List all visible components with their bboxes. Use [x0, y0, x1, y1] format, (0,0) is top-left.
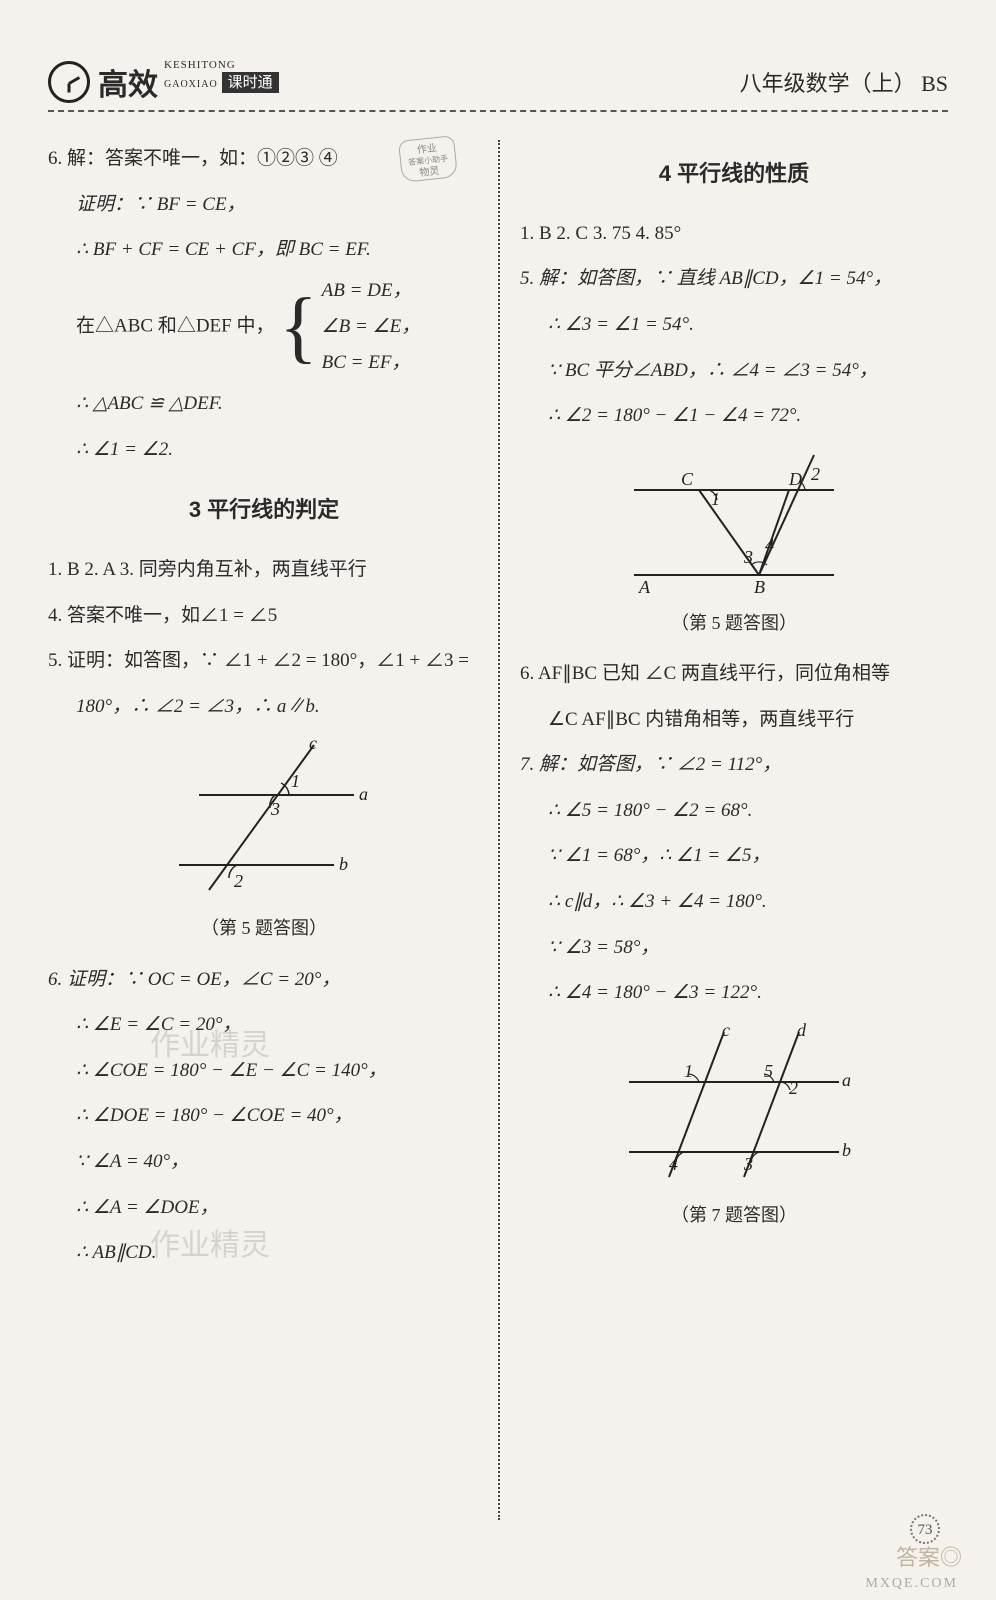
s3-q6-l1: 6. 证明：∵ OC = OE，∠C = 20°，	[48, 957, 480, 1003]
q6-l3: 在△ABC 和△DEF 中， { AB = DE， ∠B = ∠E， BC = …	[48, 273, 480, 381]
s4-q5-l3: ∵ BC 平分∠ABD，∴ ∠4 = ∠3 = 54°，	[520, 348, 948, 394]
q6-l5: ∴ ∠1 = ∠2.	[48, 427, 480, 473]
svg-text:2: 2	[789, 1078, 798, 1098]
s4-l1: 1. B 2. C 3. 75 4. 85°	[520, 211, 948, 257]
s3-l3: 5. 证明：如答图，∵ ∠1 + ∠2 = 180°，∠1 + ∠3 =	[48, 638, 480, 684]
corner-url: MXQE.COM	[865, 1576, 958, 1592]
right-column: 4 平行线的性质 1. B 2. C 3. 75 4. 85° 5. 解：如答图…	[498, 136, 948, 1276]
case3: BC = EF，	[322, 352, 411, 373]
left-column: 6. 解：答案不唯一，如：①②③ ④ 证明：∵ BF = CE， ∴ BF + …	[48, 136, 498, 1276]
svg-text:d: d	[797, 1022, 807, 1040]
svg-text:1: 1	[291, 771, 300, 791]
s4-q6b: ∠C AF∥BC 内错角相等，两直线平行	[520, 697, 948, 743]
svg-text:c: c	[309, 735, 317, 753]
svg-text:a: a	[359, 784, 368, 804]
page-header: 高效 KESHITONG GAOXIAO 课时通 八年级数学（上） BS	[48, 60, 948, 112]
fig5-left-caption: （第 5 题答图）	[48, 907, 480, 950]
case1: AB = DE，	[322, 280, 412, 301]
svg-text:A: A	[638, 577, 651, 597]
svg-text:B: B	[754, 577, 765, 597]
section3-title: 3 平行线的判定	[48, 484, 480, 537]
logo-pinyin: GAOXIAO	[164, 79, 218, 90]
svg-text:2: 2	[234, 871, 243, 891]
svg-text:b: b	[339, 854, 348, 874]
svg-text:2: 2	[811, 464, 820, 484]
s3-q6-l5: ∵ ∠A = 40°，	[48, 1139, 480, 1185]
s3-q6-l7: ∴ AB∥CD.	[48, 1230, 480, 1276]
s3-q6-l6: ∴ ∠A = ∠DOE，	[48, 1185, 480, 1231]
section4-title: 4 平行线的性质	[520, 148, 948, 201]
column-divider	[498, 140, 500, 1520]
svg-text:1: 1	[684, 1061, 693, 1081]
logo-sub-en: KESHITONG	[164, 60, 279, 71]
corner-stamp: 答案◎	[896, 1540, 962, 1572]
s4-q5-l1: 5. 解：如答图，∵ 直线 AB∥CD，∠1 = 54°，	[520, 256, 948, 302]
s3-q6-l4: ∴ ∠DOE = 180° − ∠COE = 40°，	[48, 1093, 480, 1139]
svg-text:a: a	[842, 1070, 851, 1090]
fig5-right-caption: （第 5 题答图）	[520, 602, 948, 645]
s3-q6-l2: ∴ ∠E = ∠C = 20°，	[48, 1002, 480, 1048]
svg-text:D: D	[788, 469, 802, 489]
q6-l4: ∴ △ABC ≌ △DEF.	[48, 381, 480, 427]
figure-5-left: c 1 3 a 2 b	[159, 735, 369, 905]
s4-q5-l2: ∴ ∠3 = ∠1 = 54°.	[520, 302, 948, 348]
q6-l1: 证明：∵ BF = CE，	[48, 182, 480, 228]
s4-q7-l5: ∵ ∠3 = 58°，	[520, 925, 948, 971]
svg-text:4: 4	[765, 535, 774, 555]
logo-box: 课时通	[222, 72, 279, 93]
s3-l2: 4. 答案不唯一，如∠1 = ∠5	[48, 593, 480, 639]
s4-q5-l4: ∴ ∠2 = 180° − ∠1 − ∠4 = 72°.	[520, 393, 948, 439]
svg-text:3: 3	[270, 799, 280, 819]
s4-q7-l4: ∴ c∥d，∴ ∠3 + ∠4 = 180°.	[520, 879, 948, 925]
q6-l2: ∴ BF + CF = CE + CF，即 BC = EF.	[48, 227, 480, 273]
s4-q7-l3: ∵ ∠1 = 68°，∴ ∠1 = ∠5，	[520, 833, 948, 879]
svg-text:C: C	[681, 469, 694, 489]
header-logo: 高效 KESHITONG GAOXIAO 课时通	[48, 60, 279, 104]
clock-icon	[48, 61, 90, 103]
header-right: 八年级数学（上） BS	[740, 66, 948, 98]
svg-text:3: 3	[743, 1154, 753, 1174]
s4-q7-l6: ∴ ∠4 = 180° − ∠3 = 122°.	[520, 970, 948, 1016]
svg-text:4: 4	[669, 1154, 678, 1174]
s4-q7-l1: 7. 解：如答图，∵ ∠2 = 112°，	[520, 742, 948, 788]
figure-7: c d 1 5 2 a 4 3 b	[614, 1022, 854, 1192]
s4-q6: 6. AF∥BC 已知 ∠C 两直线平行，同位角相等	[520, 651, 948, 697]
case2: ∠B = ∠E，	[322, 316, 421, 337]
s3-l1: 1. B 2. A 3. 同旁内角互补，两直线平行	[48, 547, 480, 593]
s3-q6-l3: ∴ ∠COE = 180° − ∠E − ∠C = 140°，	[48, 1048, 480, 1094]
s4-q7-l2: ∴ ∠5 = 180° − ∠2 = 68°.	[520, 788, 948, 834]
s3-l4: 180°，∴ ∠2 = ∠3，∴ a∥b.	[48, 684, 480, 730]
svg-text:b: b	[842, 1140, 851, 1160]
fig7-caption: （第 7 题答图）	[520, 1194, 948, 1237]
stamp-badge: 作业 答案小助手 物灵	[398, 135, 458, 183]
figure-5-right: C 1 D 2 A B 3 4	[619, 445, 849, 600]
svg-text:c: c	[722, 1022, 730, 1040]
logo-main: 高效	[98, 69, 158, 102]
